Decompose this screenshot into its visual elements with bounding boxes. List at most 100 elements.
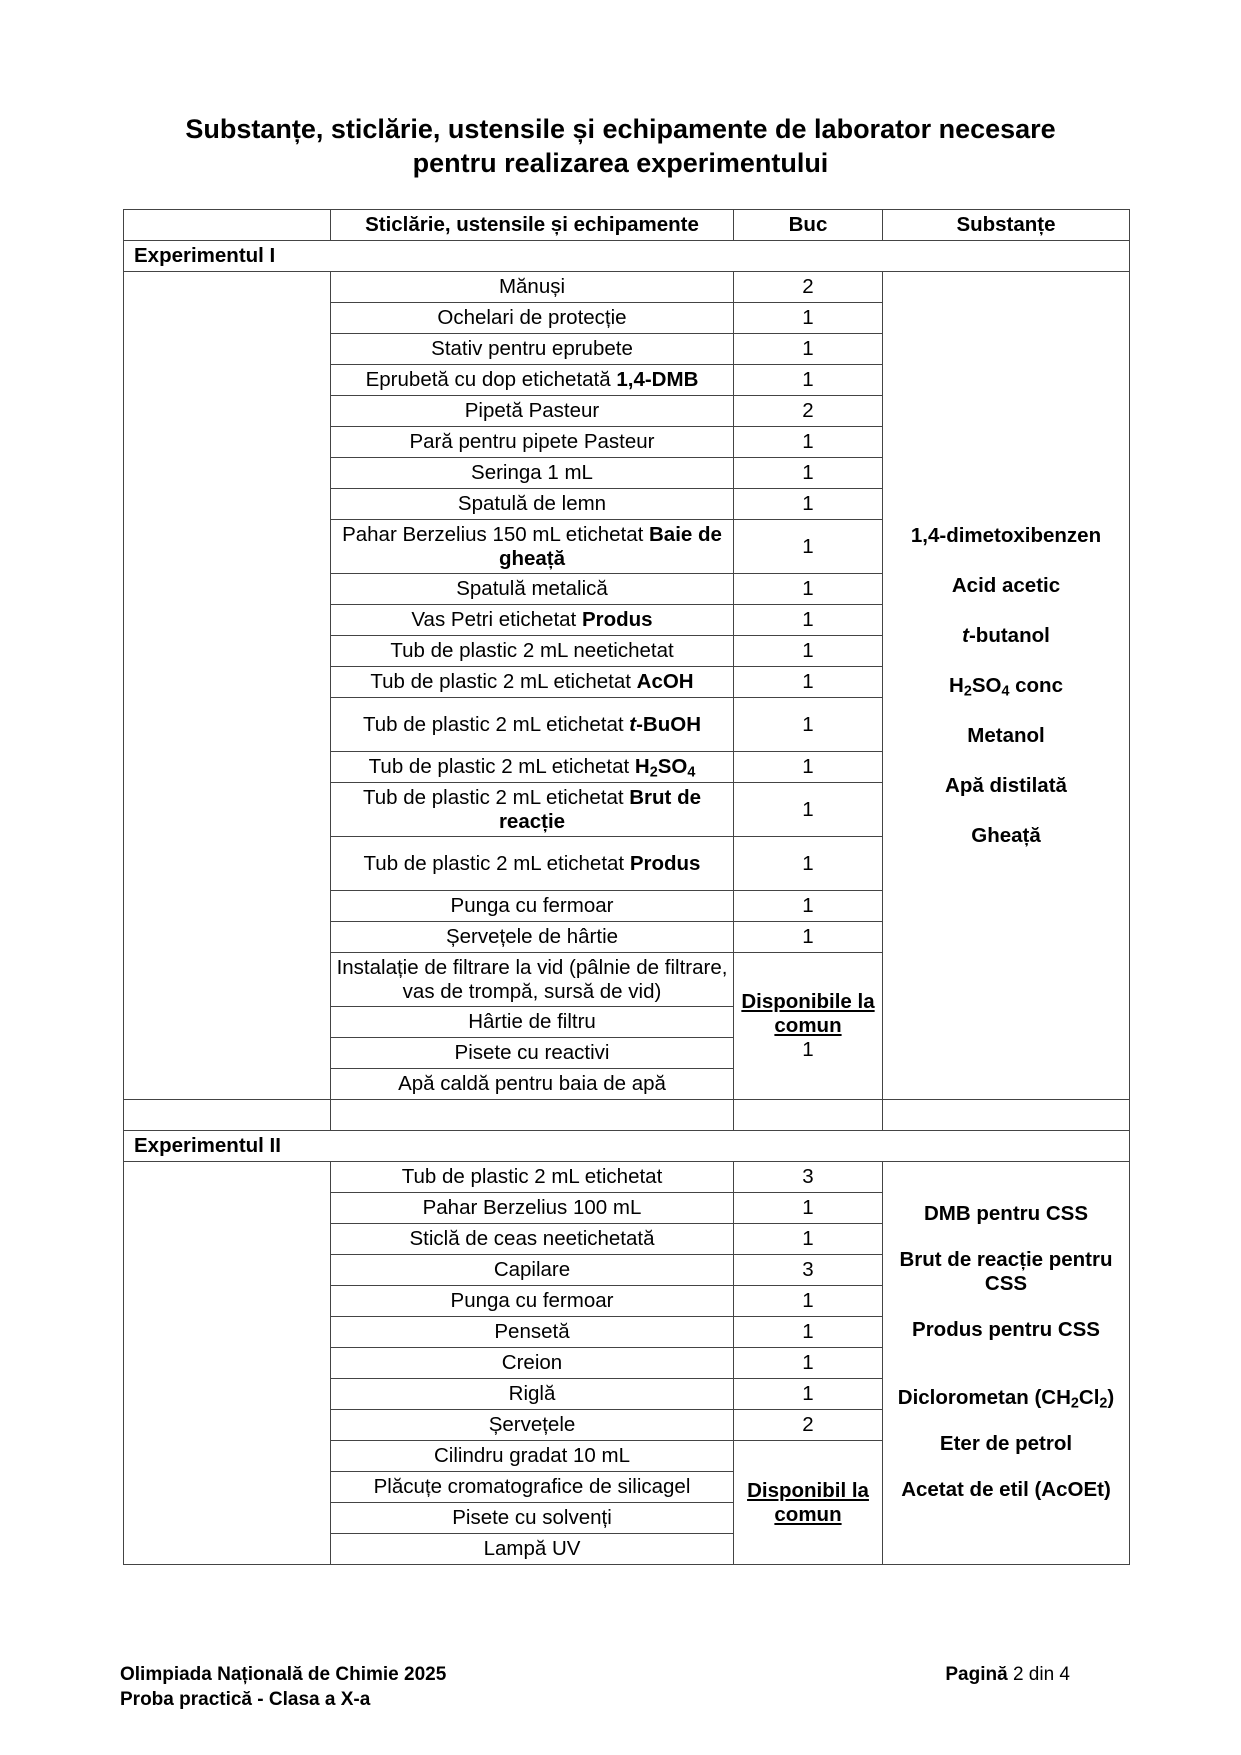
quantity: 1: [733, 573, 883, 605]
equipment-item: Plăcuțe cromatografice de silicagel: [330, 1471, 734, 1503]
text-part: Stativ pentru eprubete: [431, 337, 633, 360]
quantity: 1: [733, 666, 883, 698]
substances-list: DMB pentru CSS Brut de reacție pentru CSS…: [882, 1161, 1130, 1565]
title-line-2: pentru realizarea experimentului: [412, 148, 829, 178]
subscript: 2: [963, 683, 972, 700]
text-part: Pahar Berzelius 100 mL: [422, 1196, 642, 1219]
empty-cell: [733, 1099, 883, 1131]
equipment-item: Tub de plastic 2 mL etichetat: [330, 1161, 734, 1193]
text-part: Sticlă de ceas neetichetată: [409, 1227, 655, 1250]
text-part: Brut de reacție pentru CSS: [899, 1248, 1113, 1295]
table-row: Pahar Berzelius 100 mL 1: [124, 1192, 1130, 1224]
subscript: 2: [1070, 1395, 1079, 1412]
table-row: Mănuși 2 1,4-dimetoxibenzen Acid acetic t-bu…: [123, 271, 1130, 1100]
table-row: Vas Petri etichetat Produs 1: [124, 604, 1130, 636]
quantity: 1: [733, 836, 883, 891]
equipment-item: Pară pentru pipete Pasteur: [330, 426, 734, 458]
quantity: 1: [733, 364, 883, 396]
text-part: -BuOH: [636, 712, 701, 736]
quantity: 1: [733, 782, 883, 837]
text-part: conc: [1009, 673, 1063, 697]
table-row: Spatulă de lemn 1: [124, 488, 1130, 520]
quantity: 1: [733, 426, 883, 458]
table-row: Punga cu fermoar 1: [124, 1285, 1130, 1317]
text-part: Riglă: [508, 1382, 556, 1405]
text-part: Capilare: [493, 1258, 571, 1281]
empty-cell: [123, 271, 331, 1100]
equipment-item: Ochelari de protecție: [330, 302, 734, 334]
text-part: Pisete cu reactivi: [454, 1041, 610, 1064]
text-part: Șervețele de hârtie: [445, 925, 619, 948]
text-part: Cilindru gradat 10 mL: [434, 1444, 630, 1467]
quantity: 1: [733, 1378, 883, 1410]
text-part: Plăcuțe cromatografice de silicagel: [373, 1475, 691, 1498]
empty-row: [123, 1099, 1130, 1131]
equipment-item: Seringa 1 mL: [330, 457, 734, 489]
quantity: 2: [733, 1409, 883, 1441]
quantity: 1: [733, 1223, 883, 1255]
text-part: Gheață: [971, 823, 1041, 847]
table-row: Tub de plastic 2 mL etichetat AcOH 1: [124, 666, 1130, 698]
footer-exam: Proba practică - Clasa a X-a: [120, 1689, 371, 1710]
table-row: Tub de plastic 2 mL neetichetat 1: [124, 635, 1130, 667]
equipment-item: Mănuși: [330, 271, 734, 303]
equipment-item: Vas Petri etichetat Produs: [330, 604, 734, 636]
shared-availability: Disponibil la comun: [733, 1440, 883, 1565]
equipment-item: Tub de plastic 2 mL etichetat t-BuOH: [330, 697, 734, 752]
quantity: 1: [733, 1192, 883, 1224]
text-part: Tub de plastic 2 mL etichetat: [362, 785, 630, 809]
quantity: 1: [733, 751, 883, 783]
section-row: Experimentul I: [123, 240, 1130, 272]
quantity: 1: [733, 1285, 883, 1317]
substance: Brut de reacție pentru CSS: [887, 1248, 1125, 1296]
text-part: H: [634, 755, 650, 778]
subscript: 2: [1099, 1395, 1108, 1412]
text-part: Acetat de etil (AcOEt): [901, 1478, 1111, 1501]
equipment-item: Capilare: [330, 1254, 734, 1286]
table-row: Apă caldă pentru baia de apă: [124, 1068, 1130, 1100]
substance: Produs pentru CSS: [887, 1318, 1125, 1342]
text-part: Eprubetă cu dop etichetată: [365, 368, 617, 391]
substance: Metanol: [887, 724, 1125, 748]
equipment-item: Tub de plastic 2 mL neetichetat: [330, 635, 734, 667]
shared-availability: Disponibile la comun 1: [733, 952, 883, 1100]
text-part: Pară pentru pipete Pasteur: [409, 430, 655, 453]
table-row: Instalație de filtrare la vid (pâlnie de…: [124, 952, 1130, 1100]
text-part: Instalație de filtrare la vid (pâlnie de…: [336, 955, 728, 1003]
quantity: 3: [733, 1161, 883, 1193]
text-part: Pahar Berzelius 150 mL etichetat: [342, 522, 649, 546]
text-part: ): [1107, 1386, 1115, 1409]
equipment-item: Pahar Berzelius 100 mL: [330, 1192, 734, 1224]
text-part: Baie de gheață: [498, 522, 722, 570]
table-row: Tub de plastic 2 mL etichetat Brut de re…: [124, 782, 1130, 837]
table-row: Lampă UV: [124, 1533, 1130, 1565]
table-row: Șervețele de hârtie 1: [124, 921, 1130, 953]
page-number: Pagină 2 din 4: [945, 1662, 1070, 1687]
text-part: Produs pentru CSS: [912, 1318, 1100, 1341]
text-part: SO: [657, 755, 688, 778]
text-part: Șervețele: [488, 1413, 576, 1436]
table-row: Tub de plastic 2 mL etichetat t-BuOH 1: [124, 697, 1130, 752]
substance: t-butanol: [887, 624, 1125, 648]
empty-cell: [123, 1099, 331, 1131]
header-empty: [123, 209, 331, 241]
quantity: 1: [733, 1316, 883, 1348]
text-part: Lampă UV: [483, 1537, 581, 1560]
title-line-1: Substanțe, sticlărie, ustensile și echip…: [185, 114, 1056, 144]
text-part: Pisete cu solvenți: [452, 1506, 612, 1529]
page-footer: Olimpiada Națională de Chimie 2025 Proba…: [120, 1662, 1070, 1712]
table-row: Pensetă 1: [124, 1316, 1130, 1348]
substances-list: 1,4-dimetoxibenzen Acid acetic t-butanol H2…: [882, 271, 1130, 1100]
empty-cell: [330, 1099, 734, 1131]
page-title: Substanțe, sticlărie, ustensile și echip…: [0, 112, 1241, 180]
text-part: t: [629, 712, 637, 736]
text-part: Pensetă: [494, 1320, 570, 1343]
text-part: Tub de plastic 2 mL etichetat: [363, 851, 630, 875]
table-row: Hârtie de filtru: [124, 1006, 1130, 1038]
equipment-item: Tub de plastic 2 mL etichetat Brut de re…: [330, 782, 734, 837]
table-row: Capilare 3: [124, 1254, 1130, 1286]
quantity: 1: [733, 604, 883, 636]
text-part: -butanol: [968, 623, 1050, 647]
equipment-item: Instalație de filtrare la vid (pâlnie de…: [330, 952, 734, 1007]
substance: 1,4-dimetoxibenzen: [887, 524, 1125, 548]
